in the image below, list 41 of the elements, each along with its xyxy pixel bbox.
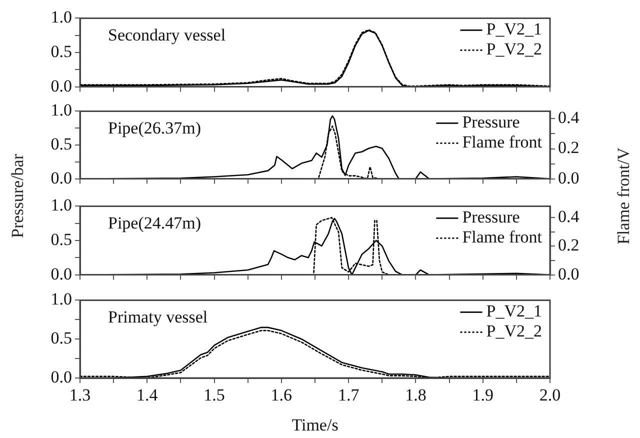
y-tick-label: 0.5 xyxy=(50,328,72,348)
x-tick-label: 1.9 xyxy=(472,386,494,405)
y2-axis-title: Flame front/V xyxy=(614,148,634,244)
y-tick-label: 1.0 xyxy=(50,8,72,27)
annotation: Pipe(24.47m) xyxy=(108,214,202,233)
y-tick-label: 0.0 xyxy=(50,168,72,188)
x-tick-label: 1.3 xyxy=(69,386,91,405)
y-tick-label: 0.5 xyxy=(50,134,72,154)
legend-label: P_V2_2 xyxy=(486,40,542,59)
x-tick-label: 2.0 xyxy=(539,386,561,405)
y-axis-title: Pressure/bar xyxy=(8,154,28,238)
x-axis-title: Time/s xyxy=(292,415,338,434)
legend-label: Pressure xyxy=(462,112,520,132)
y2-tick-label: 0.0 xyxy=(558,264,580,284)
legend-label: Pressure xyxy=(462,208,520,227)
x-tick-label: 1.4 xyxy=(136,386,158,405)
y-tick-label: 1.0 xyxy=(50,290,72,309)
x-tick-label: 1.8 xyxy=(405,386,426,405)
y2-tick-label: 0.2 xyxy=(558,138,580,158)
annotation: Secondary vessel xyxy=(108,26,226,45)
legend-label: Flame front xyxy=(462,132,542,152)
legend-label: P_V2_1 xyxy=(486,302,542,321)
y-tick-label: 0.0 xyxy=(50,76,72,96)
y-tick-label: 0.5 xyxy=(50,42,72,61)
legend-label: P_V2_1 xyxy=(486,20,542,39)
y2-tick-label: 0.4 xyxy=(558,108,580,128)
y-tick-label: 1.0 xyxy=(50,100,72,120)
y-tick-label: 0.5 xyxy=(50,230,72,249)
y2-tick-label: 0.0 xyxy=(558,168,580,188)
legend-label: P_V2_2 xyxy=(486,322,542,341)
legend-label: Flame front xyxy=(462,228,542,247)
y-tick-label: 0.0 xyxy=(50,367,72,386)
x-tick-label: 1.5 xyxy=(204,386,225,405)
annotation: Primaty vessel xyxy=(108,308,208,327)
y2-tick-label: 0.4 xyxy=(558,207,580,226)
y2-tick-label: 0.2 xyxy=(558,236,580,255)
annotation: Pipe(26.37m) xyxy=(108,118,202,138)
x-tick-label: 1.7 xyxy=(338,386,360,405)
x-tick-label: 1.6 xyxy=(270,386,292,405)
y-tick-label: 0.0 xyxy=(50,264,72,284)
y-tick-label: 1.0 xyxy=(50,196,72,215)
